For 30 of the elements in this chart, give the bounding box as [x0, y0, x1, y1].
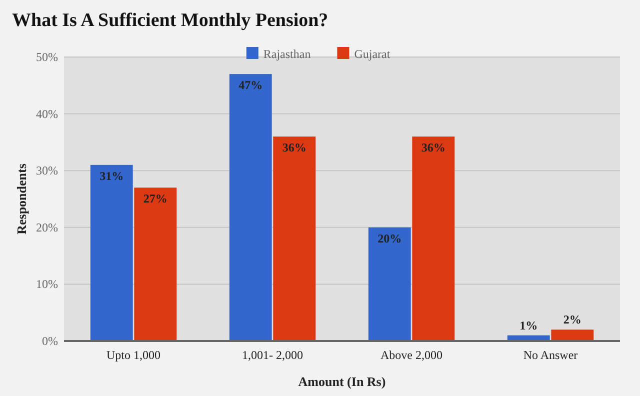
y-tick-label: 40% — [36, 106, 58, 121]
data-label: 20% — [378, 231, 402, 246]
bar — [412, 136, 455, 341]
x-axis-title: Amount (In Rs) — [298, 374, 386, 389]
data-label: 27% — [143, 192, 168, 206]
chart-title: What Is A Sufficient Monthly Pension? — [12, 10, 328, 31]
legend-label: Rajasthan — [263, 47, 311, 61]
y-tick-label: 10% — [36, 277, 58, 292]
x-tick-label: Upto 1,000 — [106, 348, 160, 362]
data-label: 1% — [520, 318, 538, 332]
bar — [229, 74, 272, 341]
y-tick-label: 20% — [36, 220, 58, 234]
data-label: 31% — [100, 168, 124, 183]
data-label: 36% — [282, 140, 306, 155]
y-axis-title: Respondents — [14, 164, 29, 234]
x-tick-label: Above 2,000 — [380, 348, 442, 362]
bar — [90, 164, 133, 341]
y-tick-label: 50% — [36, 50, 58, 64]
x-tick-label: 1,001- 2,000 — [242, 348, 303, 362]
bar — [551, 330, 594, 341]
bar — [273, 136, 316, 341]
legend-label: Gujarat — [354, 47, 391, 61]
bar — [134, 188, 177, 341]
y-tick-label: 30% — [36, 164, 58, 178]
data-label: 47% — [238, 78, 263, 92]
x-tick-label: No Answer — [523, 348, 578, 362]
data-label: 36% — [421, 140, 446, 155]
data-label: 2% — [563, 312, 582, 327]
bar — [368, 227, 411, 341]
y-tick-label: 0% — [42, 334, 58, 348]
